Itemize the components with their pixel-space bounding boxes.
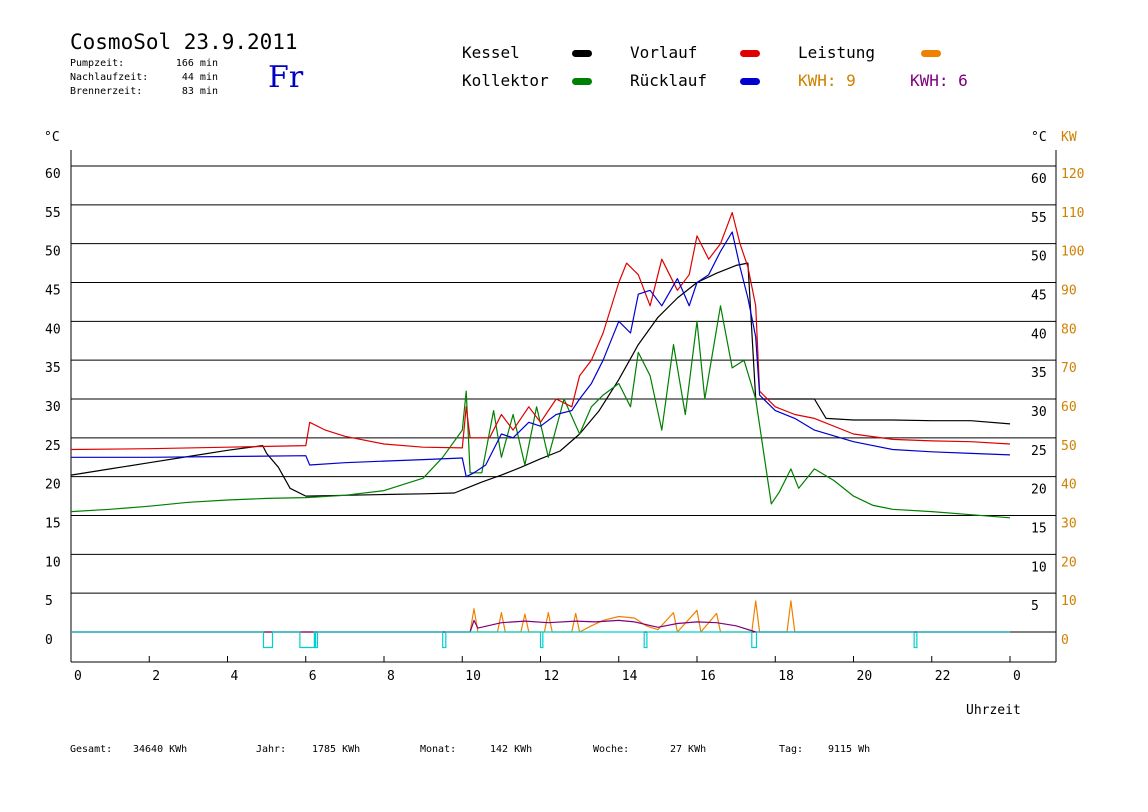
series-kwh2	[71, 619, 1010, 633]
tick-labels: 0 2 4 6 8 10 12 14 16 18 20 22 005101520253035404550…	[45, 167, 1084, 684]
y-tick-label-kw: 100	[1061, 245, 1084, 260]
stat-value: 83 min	[181, 86, 218, 97]
y-tick-label-left: 15	[45, 517, 61, 532]
legend-vorlauf-swatch	[740, 50, 760, 57]
legend-kollektor-swatch	[572, 78, 592, 85]
y-tick-label-left: 50	[45, 245, 61, 260]
x-tick-label: 16	[700, 669, 716, 684]
x-tick-label: 0	[1013, 669, 1021, 684]
x-tick-label: 4	[231, 669, 239, 684]
legend-ruecklauf: Rücklauf	[630, 71, 708, 90]
y-tick-label-right: 10	[1031, 560, 1047, 575]
footer-label: Gesamt:	[70, 744, 113, 755]
y-tick-label-left: 30	[45, 400, 61, 415]
y-tick-label-kw: 90	[1061, 284, 1077, 299]
series-vorlauf	[70, 212, 1011, 451]
y-tick-label-right: 40	[1031, 327, 1047, 342]
y-tick-label-kw: 60	[1061, 400, 1077, 415]
y-tick-label-right: 45	[1031, 289, 1047, 304]
stat-label: Nachlaufzeit:	[70, 72, 149, 83]
y-tick-label-kw: 30	[1061, 517, 1077, 532]
x-tick-label: 6	[309, 669, 317, 684]
y-tick-label-kw: 40	[1061, 478, 1077, 493]
x-tick-label: 8	[387, 669, 395, 684]
pump-status-line	[71, 631, 1010, 649]
legend-vorlauf: Vorlauf	[630, 43, 698, 62]
x-tick-label: 22	[935, 669, 951, 684]
y-tick-label-left: 35	[45, 361, 61, 376]
stat-value: 44 min	[181, 72, 218, 83]
legend-ruecklauf-swatch	[740, 78, 760, 85]
stat-label: Pumpzeit:	[70, 58, 125, 69]
stat-label: Brennerzeit:	[70, 86, 143, 97]
y-tick-label-left: 0	[45, 633, 53, 648]
y-tick-label-left: 45	[45, 284, 61, 299]
series-kessel	[70, 262, 1011, 497]
footer-label: Woche:	[593, 744, 630, 755]
y-axis-label-kw: KW	[1061, 130, 1077, 145]
y-tick-label-right: 25	[1031, 444, 1047, 459]
legend-kessel: Kessel	[462, 43, 520, 62]
y-tick-label-left: 60	[45, 167, 61, 182]
x-tick-label: 2	[152, 669, 160, 684]
legend-leistung: Leistung	[798, 43, 876, 62]
x-tick-label: 10	[465, 669, 481, 684]
y-tick-label-right: 5	[1031, 599, 1039, 614]
footer-value: 142 KWh	[490, 744, 533, 755]
y-tick-label-right: 15	[1031, 522, 1047, 537]
footer-value: 27 KWh	[670, 744, 707, 755]
grid-lines	[70, 150, 1057, 663]
footer-value: 9115 Wh	[828, 744, 871, 755]
y-tick-label-kw: 0	[1061, 633, 1069, 648]
y-axis-label-right: °C	[1031, 130, 1047, 145]
y-tick-label-left: 55	[45, 206, 61, 221]
legend-leistung-swatch	[921, 50, 941, 57]
legend-kwh1: KWH: 9	[798, 71, 856, 90]
y-tick-label-right: 35	[1031, 366, 1047, 381]
legend-kessel-swatch	[572, 50, 592, 57]
stat-value: 166 min	[175, 58, 218, 69]
y-axis-label-left: °C	[44, 130, 60, 145]
y-tick-label-right: 30	[1031, 405, 1047, 420]
y-tick-label-left: 10	[45, 555, 61, 570]
y-tick-label-kw: 70	[1061, 361, 1077, 376]
x-tick-label: 18	[778, 669, 794, 684]
weekday-label: Fr	[268, 60, 304, 95]
y-tick-label-kw: 110	[1061, 206, 1084, 221]
footer-value: 1785 KWh	[312, 744, 361, 755]
footer-label: Monat:	[420, 744, 457, 755]
y-tick-label-left: 5	[45, 594, 53, 609]
footer-value: 34640 KWh	[133, 744, 188, 755]
series-kollektor	[70, 305, 1011, 519]
footer-label: Jahr:	[256, 744, 287, 755]
y-tick-label-kw: 120	[1061, 167, 1084, 182]
x-tick-label: 20	[857, 669, 873, 684]
y-tick-label-kw: 80	[1061, 322, 1077, 337]
x-tick-label: 14	[622, 669, 638, 684]
series-rcklauf	[71, 231, 1011, 478]
series-leistung	[71, 600, 1010, 633]
y-tick-label-left: 25	[45, 439, 61, 454]
y-tick-label-right: 20	[1031, 483, 1047, 498]
y-tick-label-right: 50	[1031, 250, 1047, 265]
x-tick-label: 12	[544, 669, 560, 684]
y-tick-label-left: 20	[45, 478, 61, 493]
footer-label: Tag:	[779, 744, 804, 755]
legend-kollektor: Kollektor	[462, 71, 549, 90]
chart-title: CosmoSol 23.9.2011	[70, 30, 298, 54]
x-axis-label: Uhrzeit	[966, 703, 1021, 718]
legend-kwh2: KWH: 6	[910, 71, 968, 90]
y-tick-label-right: 55	[1031, 211, 1047, 226]
series-lines	[70, 212, 1011, 649]
x-tick-label: 0	[74, 669, 82, 684]
y-tick-label-kw: 10	[1061, 594, 1077, 609]
y-tick-label-kw: 20	[1061, 555, 1077, 570]
y-tick-label-kw: 50	[1061, 439, 1077, 454]
y-tick-label-right: 60	[1031, 172, 1047, 187]
y-tick-label-left: 40	[45, 322, 61, 337]
